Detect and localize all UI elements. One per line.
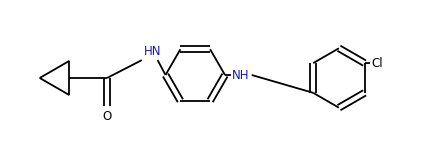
Text: HN: HN — [144, 45, 161, 58]
Text: Cl: Cl — [371, 57, 383, 70]
Text: NH: NH — [232, 69, 249, 81]
Text: O: O — [102, 110, 112, 123]
